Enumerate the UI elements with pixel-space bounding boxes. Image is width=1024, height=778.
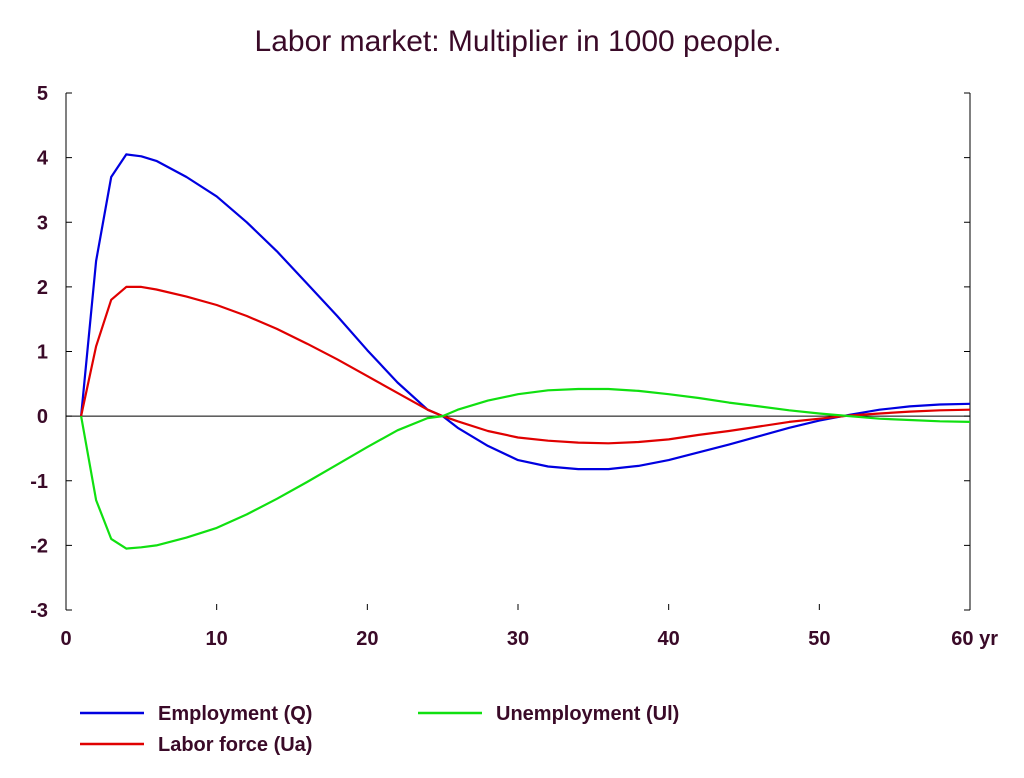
x-tick-label: 10 bbox=[206, 628, 228, 650]
y-tick-label: 1 bbox=[37, 342, 48, 364]
legend: Employment (Q) Labor force (Ua) Unemployme… bbox=[80, 703, 679, 756]
series-line-labor-force-ua bbox=[80, 285, 971, 445]
x-tick-label: 40 bbox=[658, 628, 680, 650]
series-line-employment-q bbox=[80, 153, 971, 471]
legend-label: Employment (Q) bbox=[158, 703, 312, 725]
y-tick-label: -3 bbox=[30, 600, 48, 622]
y-tick-label: -1 bbox=[30, 471, 48, 493]
y-tick-label: 3 bbox=[37, 212, 48, 234]
legend-label: Labor force (Ua) bbox=[158, 734, 312, 756]
x-tick-label: 0 bbox=[60, 628, 71, 650]
series-line-unemployment-ul bbox=[80, 387, 971, 550]
x-tick-label: 30 bbox=[507, 628, 529, 650]
x-tick-label: 60 yr bbox=[951, 628, 998, 650]
y-axis-ticks: 5 4 3 2 1 0 -1 -2 -3 bbox=[30, 83, 970, 622]
chart-title: Labor market: Multiplier in 1000 people. bbox=[255, 25, 782, 58]
x-tick-label: 50 bbox=[808, 628, 830, 650]
y-tick-label: 2 bbox=[37, 277, 48, 299]
x-tick-label: 20 bbox=[356, 628, 378, 650]
series-layer bbox=[80, 153, 971, 550]
y-tick-label: -2 bbox=[30, 535, 48, 557]
x-axis-ticks: 0 10 20 30 40 50 60 yr bbox=[60, 604, 998, 650]
y-tick-label: 5 bbox=[37, 83, 48, 105]
legend-label: Unemployment (Ul) bbox=[496, 703, 679, 725]
y-tick-label: 4 bbox=[37, 148, 49, 170]
y-tick-label: 0 bbox=[37, 406, 48, 428]
